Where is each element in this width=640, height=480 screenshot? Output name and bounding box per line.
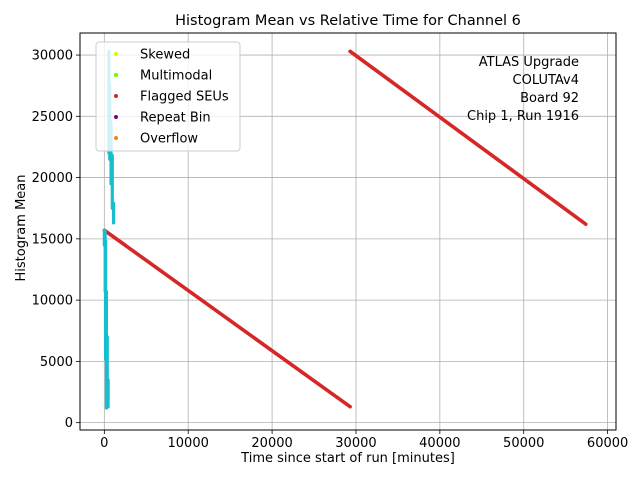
plot-frame: [79, 32, 617, 431]
x-tick-label: 60000: [587, 436, 628, 451]
legend-marker: [114, 94, 118, 98]
series-0-segment: [102, 228, 352, 409]
legend: Skewed Multimodal Flagged SEUs Repeat Bin Ov…: [95, 41, 241, 152]
x-tick-label: 30000: [335, 436, 376, 451]
legend-marker: [114, 115, 118, 119]
x-tick-label: 20000: [251, 436, 292, 451]
y-axis-label: Histogram Mean: [14, 175, 29, 282]
legend-marker: [114, 52, 118, 56]
x-tick-label: 40000: [419, 436, 460, 451]
grid: [80, 33, 616, 430]
legend-label: Overflow: [140, 132, 198, 147]
chart-title: Histogram Mean vs Relative Time for Chan…: [175, 13, 521, 29]
series-0-segment: [348, 49, 588, 226]
legend-marker: [114, 73, 118, 77]
legend-label: Multimodal: [140, 69, 212, 84]
x-tick-label: 0: [100, 436, 108, 451]
legend-label: Flagged SEUs: [140, 90, 229, 105]
legend-label: Repeat Bin: [140, 111, 211, 126]
ticks: 0 10000 20000 30000 40000 50000 60000 0 5000 1000…: [32, 49, 629, 451]
y-tick-label: 5000: [40, 355, 73, 370]
x-axis-label: Time since start of run [minutes]: [240, 451, 455, 466]
x-tick-label: 10000: [168, 436, 209, 451]
y-tick-label: 20000: [32, 171, 73, 186]
y-tick-label: 30000: [32, 49, 73, 64]
annotation-line: COLUTAv4: [513, 73, 579, 88]
y-tick-label: 25000: [32, 110, 73, 125]
y-tick-label: 10000: [32, 294, 73, 309]
legend-box: [95, 41, 241, 152]
x-tick-label: 50000: [503, 436, 544, 451]
series-0: [102, 49, 588, 409]
annotation: ATLAS Upgrade COLUTAv4 Board 92 Chip 1, Run…: [467, 55, 579, 124]
y-tick-label: 0: [65, 416, 73, 431]
legend-marker: [114, 136, 118, 140]
y-tick-label: 15000: [32, 232, 73, 247]
annotation-line: Chip 1, Run 1916: [467, 109, 579, 124]
annotation-line: ATLAS Upgrade: [479, 55, 579, 70]
annotation-line: Board 92: [520, 91, 579, 106]
legend-label: Skewed: [140, 48, 190, 63]
